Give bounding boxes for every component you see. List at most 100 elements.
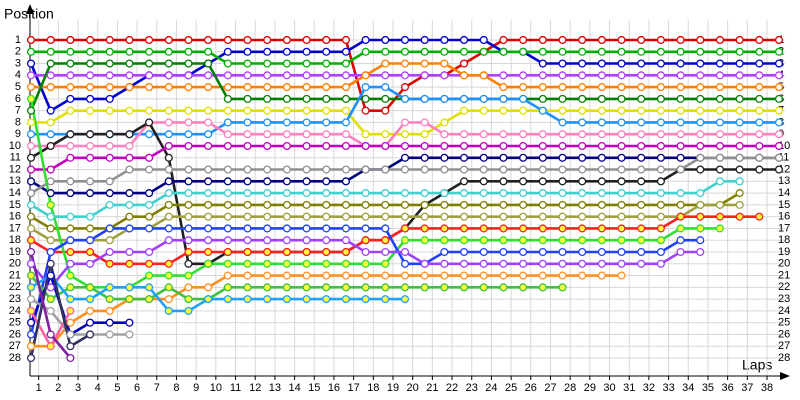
lap-marker xyxy=(774,59,784,68)
lap-marker xyxy=(420,153,429,162)
lap-marker xyxy=(302,83,311,92)
lap-marker xyxy=(597,106,606,115)
lap-marker xyxy=(499,200,508,209)
lap-marker xyxy=(774,130,784,139)
lap-marker xyxy=(381,283,390,292)
lap-marker xyxy=(105,106,114,115)
lap-marker xyxy=(204,189,213,198)
lap-marker xyxy=(381,212,390,221)
lap-marker xyxy=(440,47,449,56)
y-tick-label-right: 25 xyxy=(778,317,790,329)
lap-marker xyxy=(381,83,390,92)
lap-marker xyxy=(164,165,173,174)
lap-marker xyxy=(302,130,311,139)
lap-marker xyxy=(538,189,547,198)
lap-marker xyxy=(66,153,75,162)
lap-marker xyxy=(361,224,370,233)
lap-marker xyxy=(46,83,55,92)
lap-marker xyxy=(578,141,587,151)
lap-marker xyxy=(440,236,449,245)
lap-marker xyxy=(440,59,449,68)
lap-marker xyxy=(46,295,55,304)
lap-marker xyxy=(676,224,685,233)
lap-marker xyxy=(26,200,36,209)
lap-marker xyxy=(341,177,350,186)
lap-marker xyxy=(263,130,272,139)
lap-marker xyxy=(341,35,350,45)
lap-marker xyxy=(440,141,449,151)
lap-marker xyxy=(519,259,528,268)
lap-marker xyxy=(656,236,665,245)
lap-marker xyxy=(263,47,272,56)
x-tick-label: 15 xyxy=(308,382,320,394)
lap-marker xyxy=(400,71,410,80)
x-tick-label: 29 xyxy=(584,382,596,394)
lap-marker xyxy=(617,224,626,233)
lap-marker xyxy=(361,141,370,151)
lap-marker xyxy=(479,165,488,174)
lap-marker xyxy=(105,47,114,56)
lap-marker xyxy=(243,295,252,304)
x-tick-label: 25 xyxy=(505,382,517,394)
lap-marker xyxy=(755,35,764,45)
lap-marker xyxy=(341,130,350,139)
lap-marker xyxy=(243,94,252,103)
lap-marker xyxy=(400,259,410,268)
lap-marker xyxy=(341,236,350,245)
lap-marker xyxy=(538,94,547,103)
lap-marker xyxy=(223,94,232,103)
lap-marker xyxy=(243,177,252,186)
x-tick-label: 37 xyxy=(741,382,753,394)
lap-marker xyxy=(105,130,114,139)
lap-marker xyxy=(125,47,134,56)
lap-marker xyxy=(479,259,488,268)
y-tick-label-right: 15 xyxy=(778,199,790,211)
lap-marker xyxy=(223,247,232,257)
lap-marker xyxy=(676,247,685,257)
lap-marker xyxy=(420,200,429,209)
lap-marker xyxy=(86,283,95,292)
lap-marker xyxy=(164,71,173,80)
x-tick-label: 22 xyxy=(446,382,458,394)
lap-marker xyxy=(420,35,429,45)
lap-marker xyxy=(145,59,154,68)
lap-marker xyxy=(145,35,154,45)
lap-marker xyxy=(656,118,665,127)
lap-marker xyxy=(637,130,646,139)
lap-marker xyxy=(105,71,114,80)
lap-marker xyxy=(558,189,567,198)
x-tick-label: 10 xyxy=(210,382,222,394)
lap-marker xyxy=(676,212,685,221)
lap-marker xyxy=(715,106,724,115)
lap-marker xyxy=(263,35,272,45)
lap-marker xyxy=(86,94,95,103)
lap-marker xyxy=(597,130,606,139)
x-tick-label: 32 xyxy=(643,382,655,394)
lap-marker xyxy=(164,47,173,56)
lap-marker xyxy=(538,283,547,292)
lap-marker xyxy=(184,71,193,80)
x-tick-label: 12 xyxy=(249,382,261,394)
lap-marker xyxy=(696,106,705,115)
lap-marker xyxy=(499,283,508,292)
lap-marker xyxy=(243,236,252,245)
lap-marker xyxy=(341,247,350,257)
lap-marker xyxy=(460,200,469,209)
y-tick-label: 18 xyxy=(9,234,21,246)
lap-marker xyxy=(735,141,744,151)
lap-marker xyxy=(46,342,55,351)
lap-marker xyxy=(341,283,350,292)
lap-marker xyxy=(558,271,567,280)
lap-marker xyxy=(400,283,410,292)
lap-marker xyxy=(637,224,646,233)
lap-marker xyxy=(420,94,429,103)
lap-marker xyxy=(86,306,95,315)
lap-marker xyxy=(617,118,626,127)
lap-marker xyxy=(381,200,390,209)
lap-marker xyxy=(558,141,567,151)
lap-marker xyxy=(66,130,75,139)
lap-marker xyxy=(637,189,646,198)
x-tick-label: 35 xyxy=(702,382,714,394)
lap-marker xyxy=(735,118,744,127)
